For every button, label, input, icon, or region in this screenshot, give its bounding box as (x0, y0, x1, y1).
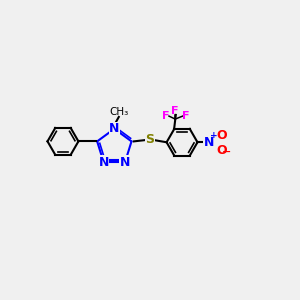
Text: F: F (172, 106, 179, 116)
Text: O: O (216, 144, 226, 157)
Text: N: N (109, 122, 119, 135)
Text: F: F (182, 111, 190, 121)
Text: +: + (210, 131, 218, 140)
Text: S: S (146, 134, 154, 146)
Text: O: O (216, 129, 226, 142)
Text: N: N (120, 156, 130, 169)
Text: CH₃: CH₃ (109, 107, 128, 118)
Text: N: N (204, 136, 214, 149)
Text: F: F (162, 111, 169, 121)
Text: −: − (222, 147, 231, 157)
Text: N: N (98, 156, 109, 169)
